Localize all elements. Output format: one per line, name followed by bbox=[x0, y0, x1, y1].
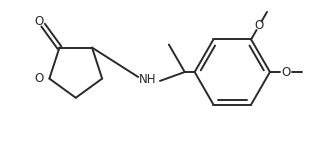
Text: O: O bbox=[281, 66, 290, 79]
Text: O: O bbox=[35, 72, 44, 85]
Text: O: O bbox=[34, 15, 44, 28]
Text: O: O bbox=[254, 19, 264, 32]
Text: NH: NH bbox=[139, 73, 157, 86]
